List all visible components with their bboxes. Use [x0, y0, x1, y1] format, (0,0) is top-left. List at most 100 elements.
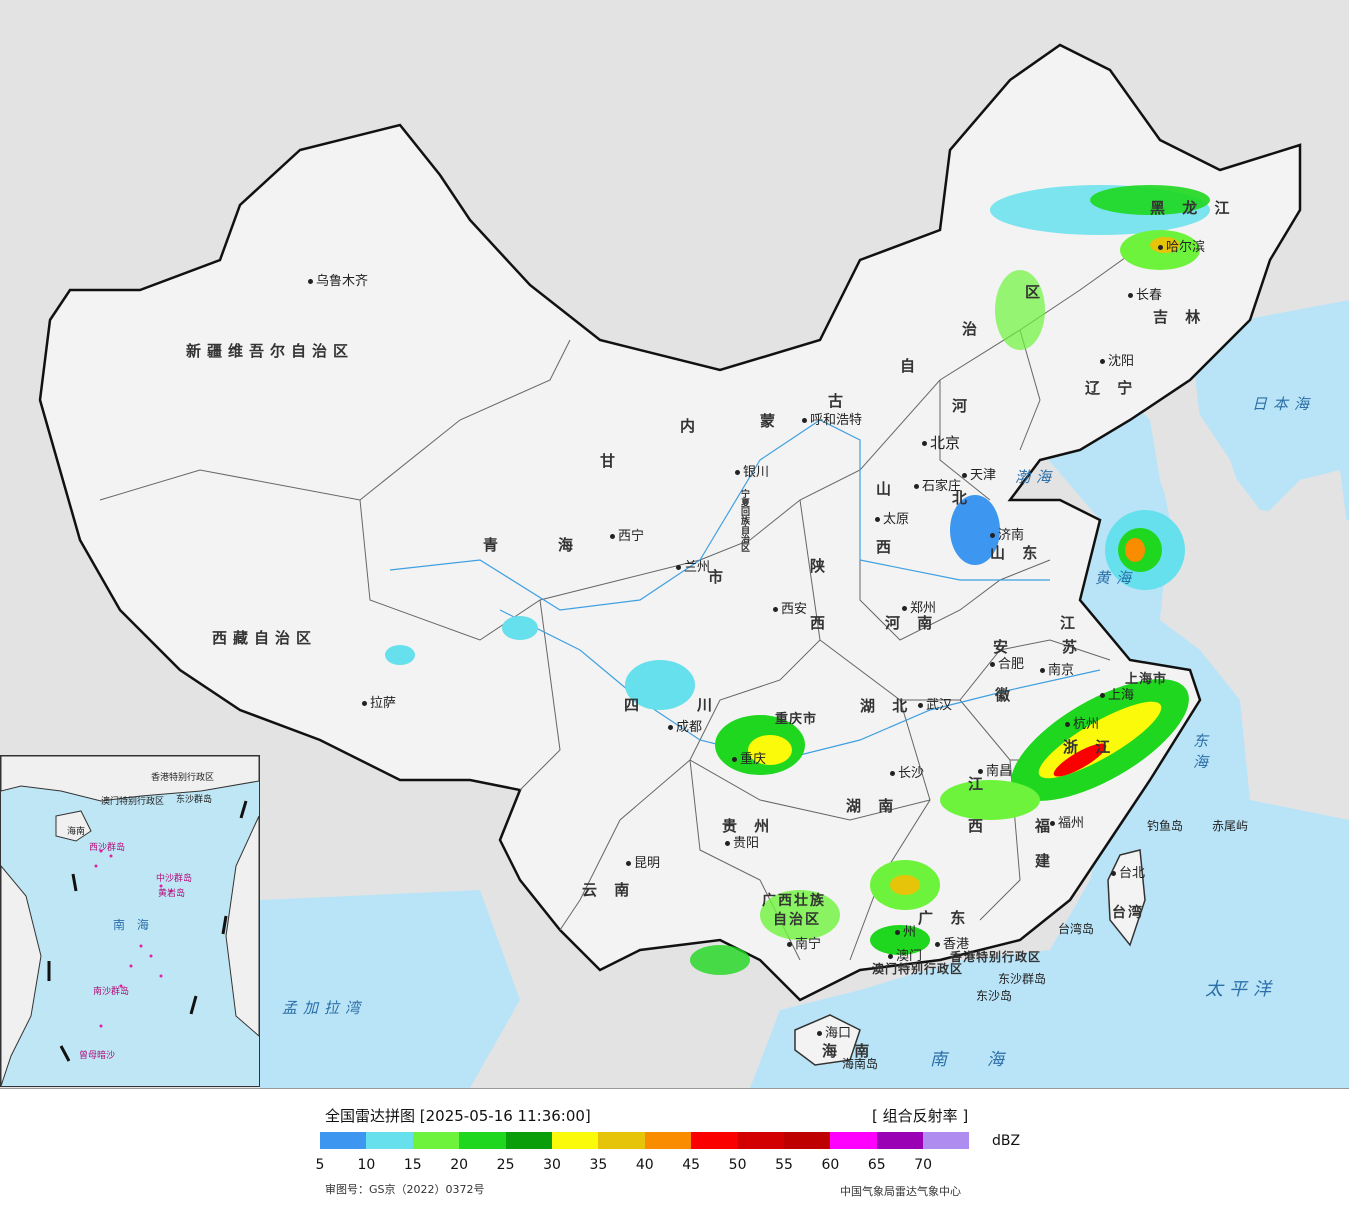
province-label-gansu-shi: 市 — [708, 568, 730, 586]
nine-dash-line — [47, 800, 248, 1062]
city-urumqi: 乌鲁木齐 — [308, 270, 368, 289]
province-label-neimeng-6: 区 — [1025, 283, 1047, 301]
inset-label-zhongsha: 中沙群岛 — [156, 874, 193, 884]
province-label-guangdong: 广 东 — [918, 909, 972, 927]
province-label-hunan: 湖 南 — [846, 797, 900, 815]
japan-land — [1250, 470, 1349, 580]
legend-swatch-5 — [551, 1132, 599, 1149]
inset-canvas — [0, 755, 260, 1087]
province-label-neimeng-4: 自 — [900, 357, 922, 375]
city-hangzhou: 杭州 — [1065, 713, 1099, 732]
province-label-jiangsu-1: 江 — [1060, 614, 1082, 632]
legend-tick-label: 20 — [450, 1157, 469, 1173]
inset-label-zengmu: 曾母暗沙 — [79, 1051, 116, 1061]
city-xian: 西安 — [773, 598, 807, 617]
city-tianjin: 天津 — [962, 464, 996, 483]
city-yinchuan: 银川 — [735, 461, 769, 480]
city-beijing: 北京 — [922, 432, 960, 453]
legend-tick-label: 40 — [635, 1157, 654, 1173]
city-changchun: 长春 — [1128, 284, 1162, 303]
sea-label-pacific: 太平洋 — [1205, 979, 1277, 1000]
legend-title: 全国雷达拼图 [2025-05-16 11:36:00] — [325, 1107, 591, 1125]
province-label-hebei-1: 河 — [952, 397, 974, 415]
inset-label-nansha: 南沙群岛 — [93, 987, 130, 997]
province-label-jiangxi-1: 江 — [968, 775, 990, 793]
sea-bengal — [260, 890, 520, 1088]
korea-land — [1150, 400, 1250, 560]
province-label-heilongjiang: 黑 龙 江 — [1150, 199, 1236, 217]
city-jinan: 济南 — [990, 524, 1024, 543]
sea-label-bengal: 孟加拉湾 — [282, 999, 367, 1017]
province-label-jiangxi-2: 西 — [968, 817, 990, 835]
province-label-neimeng-1: 内 — [680, 417, 702, 435]
province-label-hubei: 湖 北 — [860, 697, 914, 715]
province-label-sichuan-2: 川 — [697, 696, 719, 714]
province-label-yunnan: 云 南 — [582, 881, 636, 899]
island-label-taiwan: 台湾岛 — [1058, 922, 1095, 936]
island-label-diaoyu: 钓鱼岛 — [1147, 819, 1184, 833]
province-label-shanxi-1: 山 — [876, 480, 898, 498]
city-hefei: 合肥 — [990, 653, 1024, 672]
legend-tick-label: 5 — [315, 1157, 325, 1173]
city-harbin: 哈尔滨 — [1158, 236, 1205, 255]
label-hong-kong-sar: 香港特别行政区 — [950, 950, 1042, 964]
sea-label-japan: 日本海 — [1252, 395, 1316, 413]
legend-tick-label: 25 — [496, 1157, 515, 1173]
province-label-anhui-1: 安 — [993, 638, 1015, 656]
sea-label-south-sea: 南海 — [930, 1050, 1044, 1070]
province-label-jiangsu-2: 苏 — [1062, 638, 1084, 656]
province-label-neimeng-5: 治 — [962, 320, 984, 338]
province-label-qinghai-2: 海 — [558, 536, 580, 554]
province-label-sichuan-1: 四 — [624, 696, 646, 714]
legend-swatch-4 — [505, 1132, 552, 1149]
label-macau-sar: 澳门特别行政区 — [872, 962, 964, 976]
city-nanchang: 南昌 — [978, 760, 1012, 779]
legend-unit: dBZ — [992, 1133, 1021, 1149]
city-taiyuan: 太原 — [875, 508, 909, 527]
city-fuzhou: 福州 — [1050, 812, 1084, 831]
inset-label-hk: 香港特别行政区 — [151, 773, 215, 783]
sea-label-east-sea: 东海 — [1191, 733, 1209, 775]
data-source: 中国气象局雷达气象中心 — [840, 1185, 961, 1198]
province-label-anhui-2: 徽 — [995, 686, 1017, 704]
south-china-sea-inset: 南 海 香港特别行政区 澳门特别行政区 东沙群岛 海南 西沙群岛 中沙群岛 黄岩… — [0, 755, 260, 1087]
legend-colorbar — [320, 1132, 970, 1149]
city-haikou: 海口 — [817, 1022, 851, 1041]
province-label-fujian-2: 建 — [1035, 852, 1057, 870]
inset-label-hainan: 海南 — [67, 827, 86, 837]
legend-product: [ 组合反射率 ] — [872, 1107, 969, 1125]
legend-panel: 全国雷达拼图 [2025-05-16 11:36:00] [ 组合反射率 ] d… — [0, 1088, 1349, 1209]
legend-tick-label: 50 — [728, 1157, 747, 1173]
city-changsha: 长沙 — [890, 762, 924, 781]
city-lhasa: 拉萨 — [362, 692, 396, 711]
city-shanghai: 上海 — [1100, 684, 1134, 703]
legend-tick-label: 45 — [682, 1157, 701, 1173]
city-lanzhou: 兰州 — [676, 556, 710, 575]
province-label-shanghai: 上海市 — [1125, 672, 1168, 687]
legend-tick-label: 10 — [357, 1157, 376, 1173]
legend-swatch-6 — [598, 1132, 645, 1149]
city-wuhan: 武汉 — [918, 694, 952, 713]
legend-swatch-7 — [644, 1132, 692, 1149]
inset-label-dongsha: 东沙群岛 — [176, 795, 213, 805]
province-label-hainan: 海 南 — [822, 1042, 876, 1060]
province-label-xinjiang: 新疆维吾尔自治区 — [186, 342, 355, 360]
map-approval-number: 审图号：GS京（2022）0372号 — [325, 1183, 485, 1196]
legend-swatch-0 — [320, 1132, 367, 1149]
city-kunming: 昆明 — [626, 852, 660, 871]
island-label-dongsha-qundao: 东沙群岛 — [998, 972, 1047, 986]
city-shijiazhuang: 石家庄 — [914, 475, 961, 494]
province-label-guangxi-1: 广西壮族 — [762, 893, 826, 909]
province-label-gansu: 甘 — [600, 452, 622, 470]
city-chongqing: 重庆 — [732, 748, 766, 767]
province-label-shanxi-2: 西 — [876, 538, 898, 556]
legend-swatch-8 — [691, 1132, 738, 1149]
city-hongkong: 香港 — [935, 933, 969, 952]
city-shenyang: 沈阳 — [1100, 350, 1134, 369]
city-guangzhou: 州 — [895, 921, 916, 940]
province-label-shandong: 山 东 — [990, 544, 1044, 562]
legend-swatch-12 — [876, 1132, 924, 1149]
city-chengdu: 成都 — [668, 716, 702, 735]
inset-label-huangyan: 黄岩岛 — [158, 889, 186, 899]
province-label-neimeng-2: 蒙 — [760, 412, 782, 430]
